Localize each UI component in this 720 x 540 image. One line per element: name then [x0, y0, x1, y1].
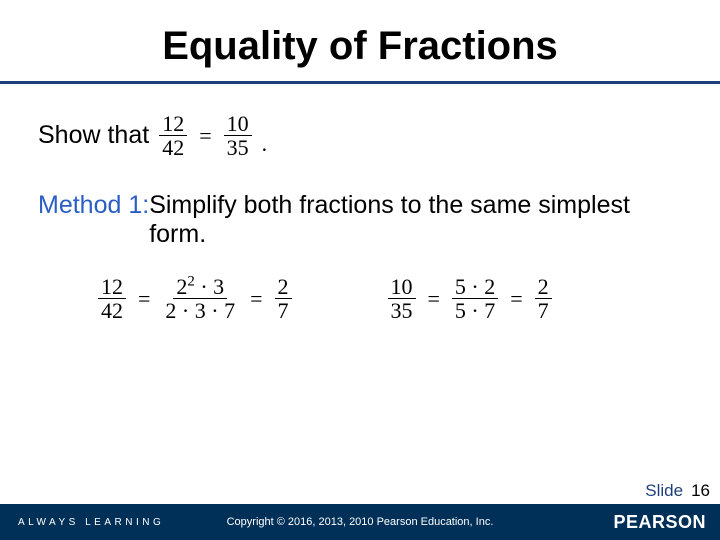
equation-1: 12 42 = 22 · 3 2 · 3 · 7 = 2 7 — [98, 275, 292, 322]
eq2-frac3: 2 7 — [535, 275, 552, 322]
eq1-frac3: 2 7 — [275, 275, 292, 322]
slide-number: 16 — [691, 481, 710, 501]
frac-den: 5 · 7 — [452, 299, 498, 322]
eq2-frac2: 5 · 2 5 · 7 — [452, 275, 498, 322]
equation-2: 10 35 = 5 · 2 5 · 7 = 2 7 — [388, 275, 552, 322]
equals-sign: = — [197, 123, 213, 149]
eq1-frac1: 12 42 — [98, 275, 126, 322]
eq2-frac1: 10 35 — [388, 275, 416, 322]
frac-num: 22 · 3 — [173, 275, 227, 299]
show-frac-a: 12 42 — [159, 112, 187, 159]
frac-num: 5 · 2 — [452, 275, 498, 299]
frac-den: 42 — [98, 299, 126, 322]
prompt-line: Show that 12 42 = 10 35 . — [38, 112, 682, 159]
copyright-text: Copyright © 2016, 2013, 2010 Pearson Edu… — [227, 516, 494, 528]
eq1-frac2: 22 · 3 2 · 3 · 7 — [162, 275, 238, 322]
frac-den: 2 · 3 · 7 — [162, 299, 238, 322]
method-line: Method 1: Simplify both fractions to the… — [38, 191, 682, 249]
frac-num: 12 — [98, 275, 126, 299]
frac-num: 10 — [224, 112, 252, 136]
equals-sign: = — [248, 286, 264, 312]
frac-den: 42 — [159, 136, 187, 159]
slide-title: Equality of Fractions — [0, 0, 720, 81]
pearson-brand: PEARSON — [613, 512, 720, 533]
footer-bar: ALWAYS LEARNING Copyright © 2016, 2013, … — [0, 504, 720, 540]
equals-sign: = — [508, 286, 524, 312]
content-area: Show that 12 42 = 10 35 . Method 1: Simp… — [0, 112, 720, 322]
frac-num: 10 — [388, 275, 416, 299]
frac-num: 12 — [159, 112, 187, 136]
frac-den: 7 — [535, 299, 552, 322]
slide-label: Slide — [645, 481, 683, 501]
prompt-lead: Show that — [38, 121, 149, 150]
frac-den: 35 — [388, 299, 416, 322]
frac-num: 2 — [275, 275, 292, 299]
frac-den: 7 — [275, 299, 292, 322]
equals-sign: = — [136, 286, 152, 312]
frac-num: 2 — [535, 275, 552, 299]
show-frac-b: 10 35 — [224, 112, 252, 159]
method-label: Method 1: — [38, 191, 149, 220]
title-rule — [0, 81, 720, 84]
slide-number-box: Slide 16 — [633, 478, 720, 504]
equals-sign: = — [426, 286, 442, 312]
always-learning-text: ALWAYS LEARNING — [0, 517, 164, 528]
frac-den: 35 — [224, 136, 252, 159]
method-text: Simplify both fractions to the same simp… — [149, 191, 682, 249]
period: . — [262, 131, 268, 159]
equations-row: 12 42 = 22 · 3 2 · 3 · 7 = 2 7 10 35 = 5… — [38, 275, 682, 322]
